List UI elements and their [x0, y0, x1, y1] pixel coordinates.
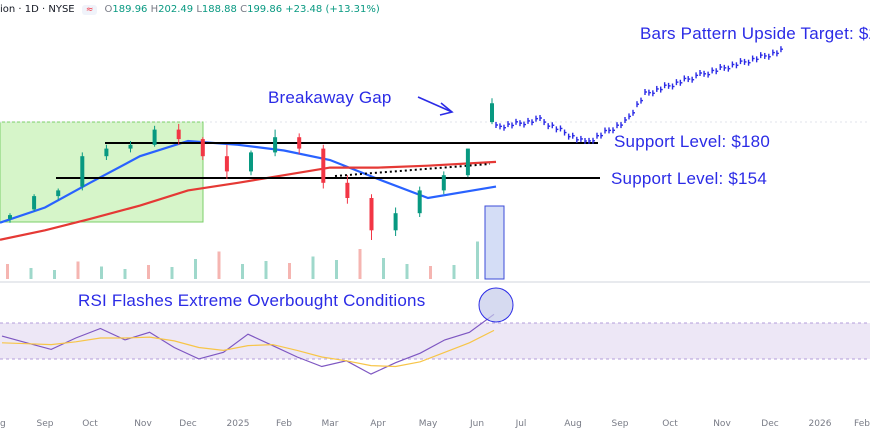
x-axis-tick-label: Oct: [82, 419, 98, 429]
breakaway-gap-annotation: Breakaway Gap: [268, 88, 392, 107]
close-label: C: [240, 4, 248, 15]
candle-body: [441, 175, 446, 191]
consolidation-box: [0, 121, 204, 223]
candle-body: [321, 148, 326, 183]
candle-body: [8, 215, 12, 219]
volume-bar: [405, 264, 409, 279]
volume-bar: [194, 259, 197, 279]
candle-body: [490, 103, 494, 123]
open-value: 189.96: [112, 4, 148, 15]
volume-bar: [147, 265, 150, 279]
x-axis: g Sep Oct Nov Dec 2025 Feb Mar Apr May Jun Jul Aug Se…: [0, 419, 870, 429]
candle-body: [224, 156, 229, 172]
x-axis-tick-label: Nov: [134, 419, 152, 429]
indicator-toggle-icon[interactable]: ≈: [81, 5, 98, 15]
candle-body: [369, 198, 374, 231]
candle-body: [297, 137, 302, 149]
candle-body: [152, 129, 157, 145]
x-axis-tick-label: Oct: [662, 419, 678, 429]
candle-body: [56, 190, 61, 197]
low-value: 188.88: [201, 4, 237, 15]
volume-bar: [100, 266, 103, 279]
x-axis-tick-label: Dec: [761, 419, 778, 429]
volume-bar: [76, 261, 80, 279]
volume-bar: [311, 256, 315, 279]
x-axis-tick-label: Aug: [564, 419, 582, 429]
projection-bars: [495, 46, 783, 144]
rsi-band: [0, 323, 870, 359]
x-axis-tick-label: Jun: [469, 419, 484, 429]
symbol-header: ion · 1D · NYSE ≈ O189.96 H202.49 L188.8…: [0, 4, 380, 15]
gap-arrow-head: [439, 102, 454, 116]
x-axis-tick-label: g: [0, 419, 6, 429]
candle-body: [32, 196, 37, 210]
volume-bar: [217, 251, 221, 279]
close-value: 199.86: [247, 4, 283, 15]
candle-body: [128, 144, 133, 149]
symbol-info[interactable]: ion · 1D · NYSE: [0, 4, 75, 15]
resistance-dotted-line: [334, 163, 491, 177]
volume-bar: [6, 264, 9, 279]
candles: [8, 98, 494, 240]
volume-bars: [6, 241, 479, 279]
volume-bar: [382, 258, 385, 279]
x-axis-tick-label: Nov: [713, 419, 731, 429]
rsi-ma-line: [1, 329, 495, 368]
candle-body: [80, 156, 85, 187]
x-axis-tick-label: Dec: [179, 419, 196, 429]
volume-bar: [264, 261, 268, 279]
rsi-highlight-circle: [478, 287, 514, 323]
x-axis-tick-label: Sep: [37, 419, 54, 429]
volume-bar: [476, 241, 479, 279]
rsi-annotation: RSI Flashes Extreme Overbought Condition…: [78, 291, 426, 310]
volume-bar: [335, 260, 338, 279]
candle-body: [249, 152, 253, 172]
candle-body: [465, 148, 470, 176]
upside-target-annotation: Bars Pattern Upside Target: $240: [640, 24, 870, 43]
candle-body: [417, 190, 422, 214]
x-axis-tick-label: Apr: [370, 419, 386, 429]
candle-body: [176, 129, 181, 140]
volume-bar: [29, 268, 33, 279]
candle-body: [393, 213, 398, 231]
open-label: O: [104, 4, 113, 15]
support-lines: [56, 142, 600, 179]
moving-averages: [0, 139, 497, 241]
x-axis-tick-label: 2026: [809, 419, 832, 429]
x-axis-tick-label: May: [419, 419, 438, 429]
change-value: +23.48 (+13.31%): [285, 4, 380, 15]
x-axis-tick-label: Mar: [322, 419, 339, 429]
volume-bar: [170, 267, 174, 279]
candle-body: [200, 139, 205, 157]
high-value: 202.49: [158, 4, 194, 15]
ma200-line: [0, 160, 497, 241]
volume-bar: [53, 270, 56, 279]
rsi-line: [1, 313, 495, 375]
x-axis-tick-label: Sep: [612, 419, 629, 429]
ma50-line: [0, 139, 497, 224]
support-180-annotation: Support Level: $180: [614, 132, 770, 151]
x-axis-tick-label: Jul: [515, 419, 527, 429]
volume-bar: [429, 266, 432, 279]
low-label: L: [196, 4, 202, 15]
candle-body: [273, 137, 278, 153]
volume-bar: [241, 264, 244, 279]
gap-arrow: [417, 96, 453, 113]
rsi-lines: [1, 313, 495, 375]
support-154-annotation: Support Level: $154: [611, 169, 767, 188]
high-label: H: [150, 4, 159, 15]
volume-bar: [358, 249, 362, 279]
gap-volume-highlight: [484, 205, 505, 280]
x-axis-tick-label: 2025: [227, 419, 250, 429]
volume-bar: [288, 263, 291, 279]
volume-bar: [452, 265, 456, 279]
x-axis-tick-label: Feb: [854, 419, 870, 429]
candle-body: [104, 148, 109, 157]
candle-body: [345, 182, 350, 198]
volume-bar: [123, 269, 127, 279]
x-axis-tick-label: Feb: [276, 419, 292, 429]
